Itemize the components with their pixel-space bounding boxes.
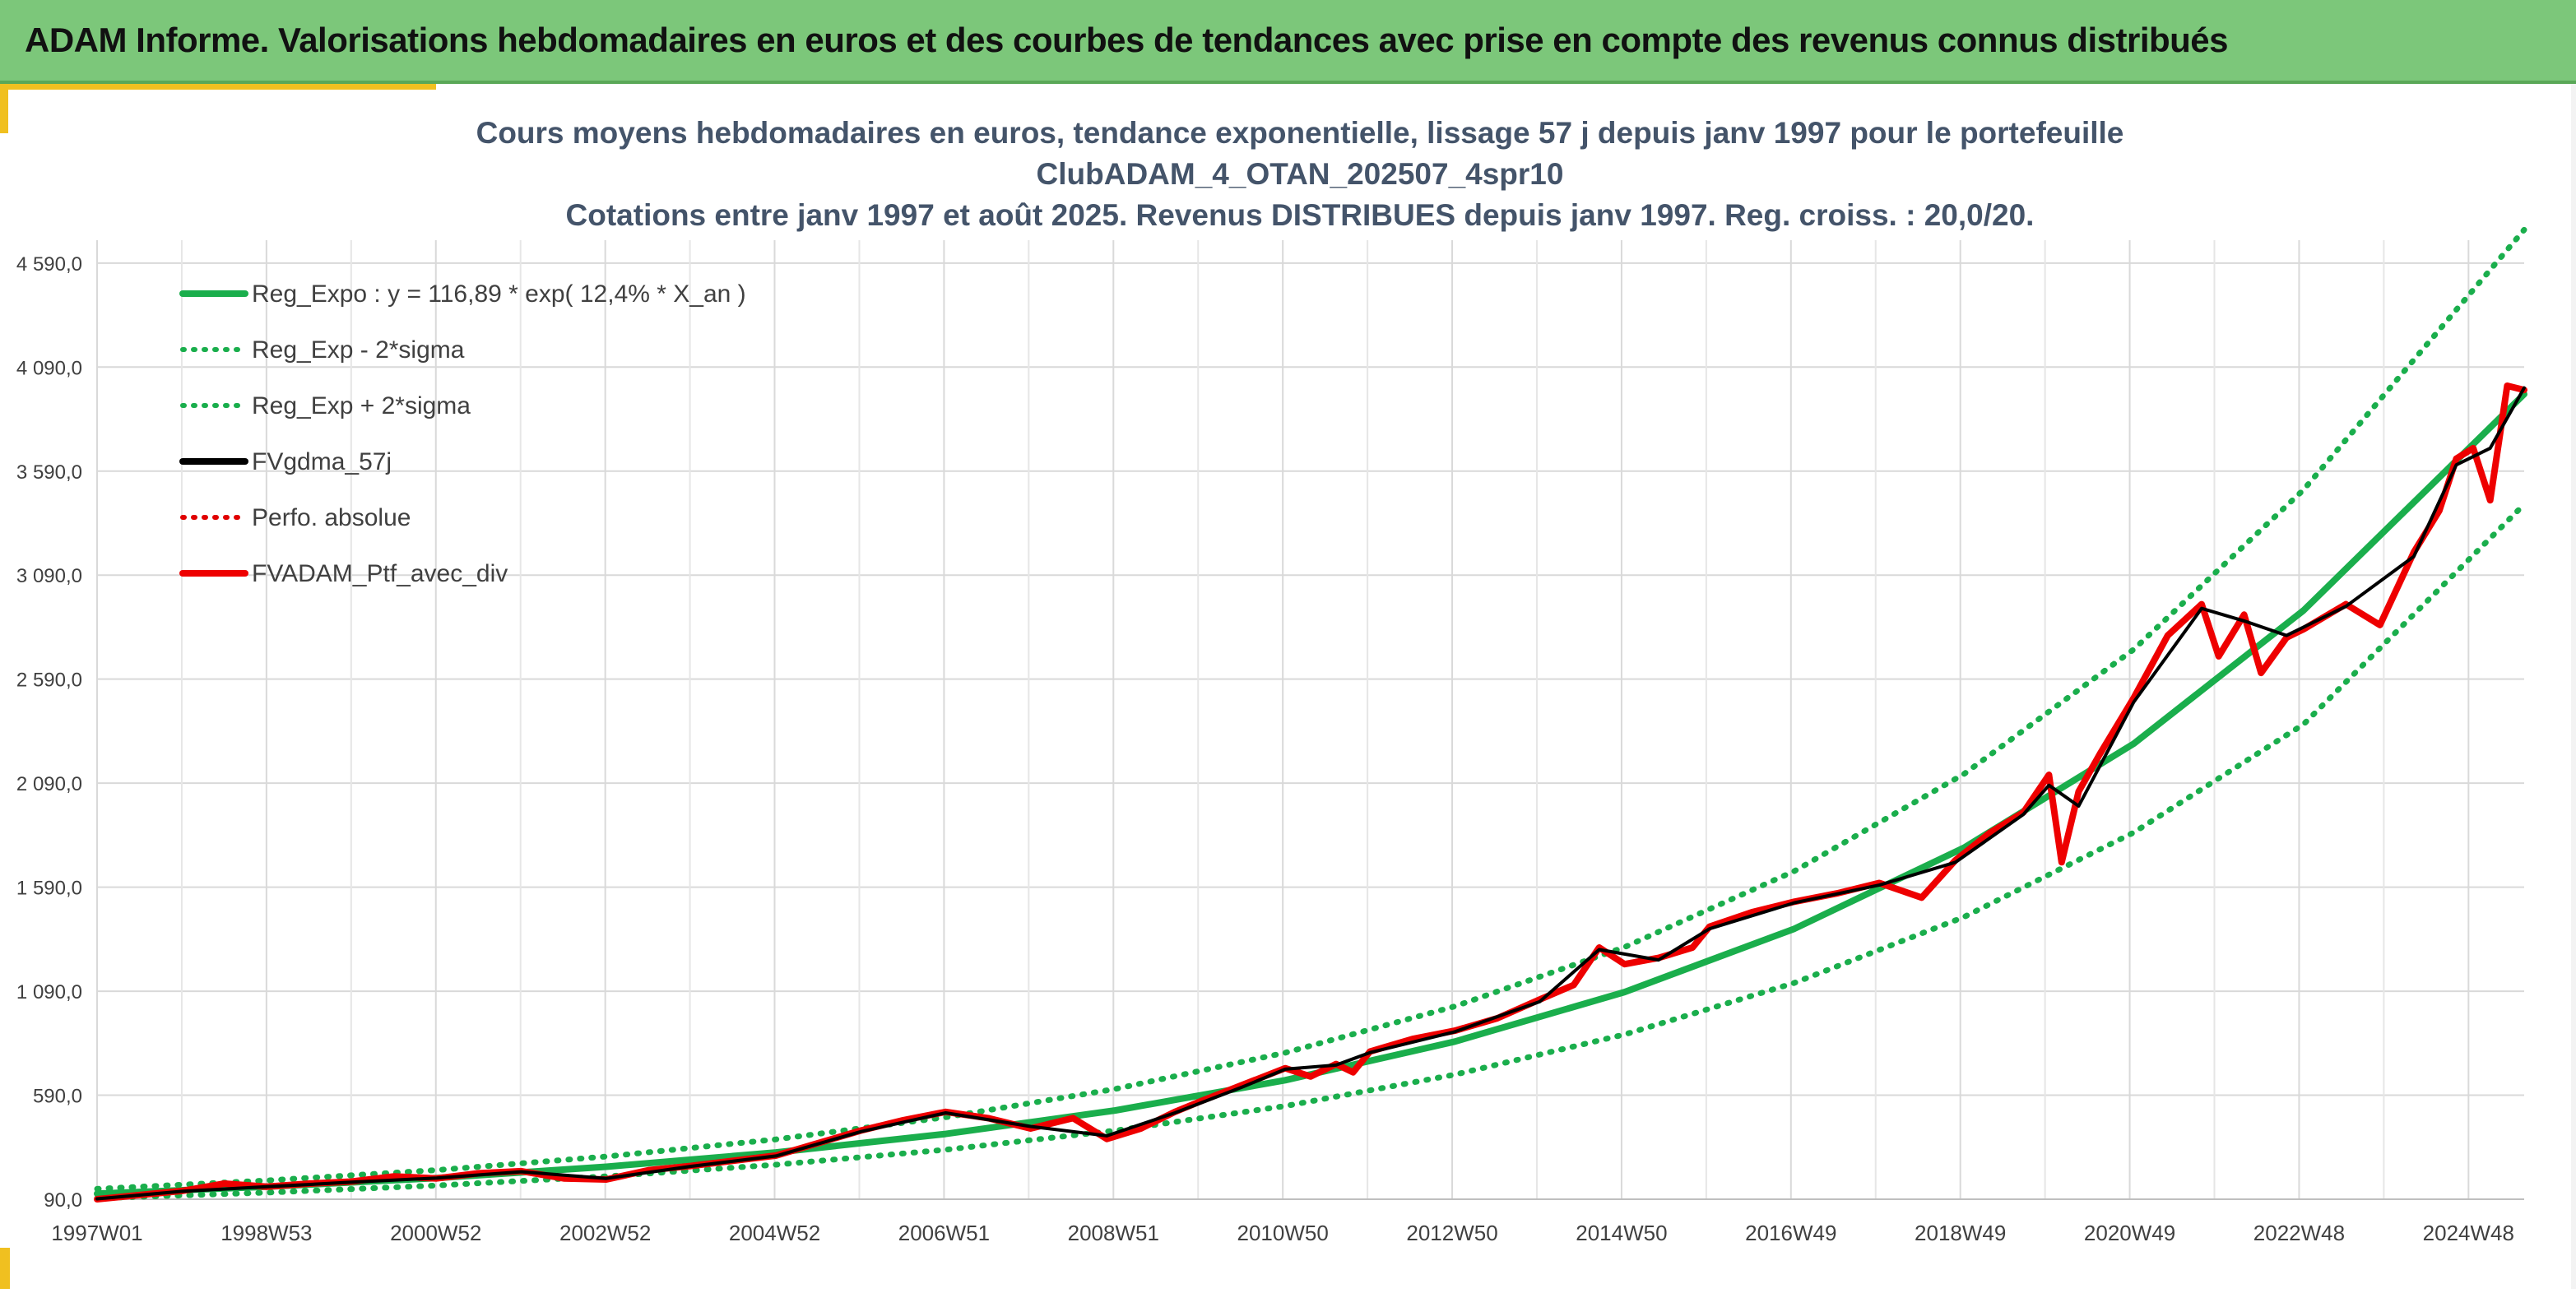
y-tick-label: 90,0 (44, 1189, 82, 1212)
series-line-upper (94, 226, 2527, 1192)
chart-title-line-1: Cours moyens hebdomadaires en euros, ten… (476, 116, 2124, 150)
accent-stripe-top-left (0, 84, 436, 90)
legend-label-lower: Reg_Exp - 2*sigma (252, 336, 465, 364)
series-line-gdma (95, 386, 2526, 1201)
x-tick-label: 2022W48 (2253, 1221, 2345, 1245)
x-tick-label: 2004W52 (729, 1221, 820, 1245)
x-tick-label: 2006W51 (898, 1221, 990, 1245)
chart-title-line-3: Cotations entre janv 1997 et août 2025. … (566, 198, 2035, 232)
legend-label-perf: Perfo. absolue (252, 504, 411, 531)
x-tick-label: 2010W50 (1237, 1221, 1329, 1245)
x-tick-label: 2024W48 (2423, 1221, 2514, 1245)
legend-label-trend: Reg_Expo : y = 116,89 * exp( 12,4% * X_a… (252, 280, 746, 308)
y-tick-label: 1 090,0 (16, 981, 82, 1003)
chart-title-line-2: ClubADAM_4_OTAN_202507_4spr10 (1037, 157, 1564, 191)
chart-svg: Cours moyens hebdomadaires en euros, ten… (16, 116, 2527, 1245)
x-tick-label: 2008W51 (1068, 1221, 1159, 1245)
legend-label-gdma: FVgdma_57j (252, 448, 392, 475)
y-tick-label: 590,0 (33, 1086, 82, 1108)
series-line-portfolio (94, 382, 2527, 1203)
x-tick-label: 1998W53 (220, 1221, 312, 1245)
x-tick-label: 2016W49 (1745, 1221, 1836, 1245)
x-tick-label: 2014W50 (1576, 1221, 1667, 1245)
accent-stripe-left (0, 84, 8, 133)
y-tick-label: 2 590,0 (16, 670, 82, 692)
banner-title: ADAM Informe. Valorisations hebdomadaire… (25, 21, 2229, 59)
x-tick-label: 1997W01 (51, 1221, 142, 1245)
x-tick-label: 2020W49 (2084, 1221, 2175, 1245)
y-tick-label: 1 590,0 (16, 878, 82, 900)
x-tick-label: 2012W50 (1406, 1221, 1497, 1245)
x-tick-label: 2018W49 (1915, 1221, 2006, 1245)
grid-layer (96, 240, 2524, 1200)
axes-layer: 90,0 590,0 1 090,0 1 590,0 2 090,0 2 590,0 3 0… (16, 253, 2524, 1245)
y-tick-label: 4 090,0 (16, 357, 82, 379)
y-tick-label: 2 090,0 (16, 773, 82, 795)
legend-label-upper: Reg_Exp + 2*sigma (252, 392, 471, 419)
series-layer (94, 226, 2527, 1203)
scroll-edge-right (2571, 84, 2576, 1289)
series-line-lower (94, 501, 2527, 1202)
banner: ADAM Informe. Valorisations hebdomadaire… (0, 0, 2576, 84)
x-tick-label: 2000W52 (390, 1221, 481, 1245)
legend-label-portfolio: FVADAM_Ptf_avec_div (252, 560, 508, 587)
accent-stripe-bottom-left (0, 1248, 10, 1289)
x-tick-label: 2002W52 (559, 1221, 651, 1245)
y-tick-label: 3 090,0 (16, 565, 82, 587)
legend: Reg_Expo : y = 116,89 * exp( 12,4% * X_a… (179, 280, 746, 587)
y-tick-label: 3 590,0 (16, 461, 82, 484)
y-tick-label: 4 590,0 (16, 253, 82, 276)
chart-title-group: Cours moyens hebdomadaires en euros, ten… (476, 116, 2124, 232)
chart-area: Cours moyens hebdomadaires en euros, ten… (0, 84, 2576, 1289)
